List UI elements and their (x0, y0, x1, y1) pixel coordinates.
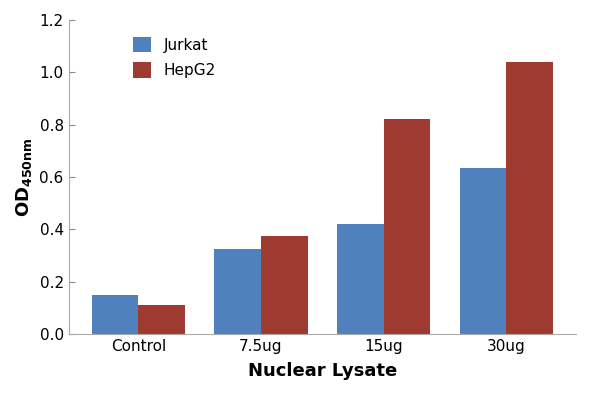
Bar (337, 224, 384, 334)
Y-axis label: $\mathbf{OD}_{\mathbf{450nm}}$: $\mathbf{OD}_{\mathbf{450nm}}$ (14, 137, 34, 217)
Bar (138, 305, 185, 334)
Bar (214, 249, 261, 334)
Bar (460, 168, 506, 334)
Bar (506, 62, 553, 334)
Bar (384, 119, 430, 334)
Bar (91, 295, 138, 334)
Legend: Jurkat, HepG2: Jurkat, HepG2 (127, 31, 222, 84)
X-axis label: Nuclear Lysate: Nuclear Lysate (248, 362, 397, 380)
Bar (261, 236, 307, 334)
